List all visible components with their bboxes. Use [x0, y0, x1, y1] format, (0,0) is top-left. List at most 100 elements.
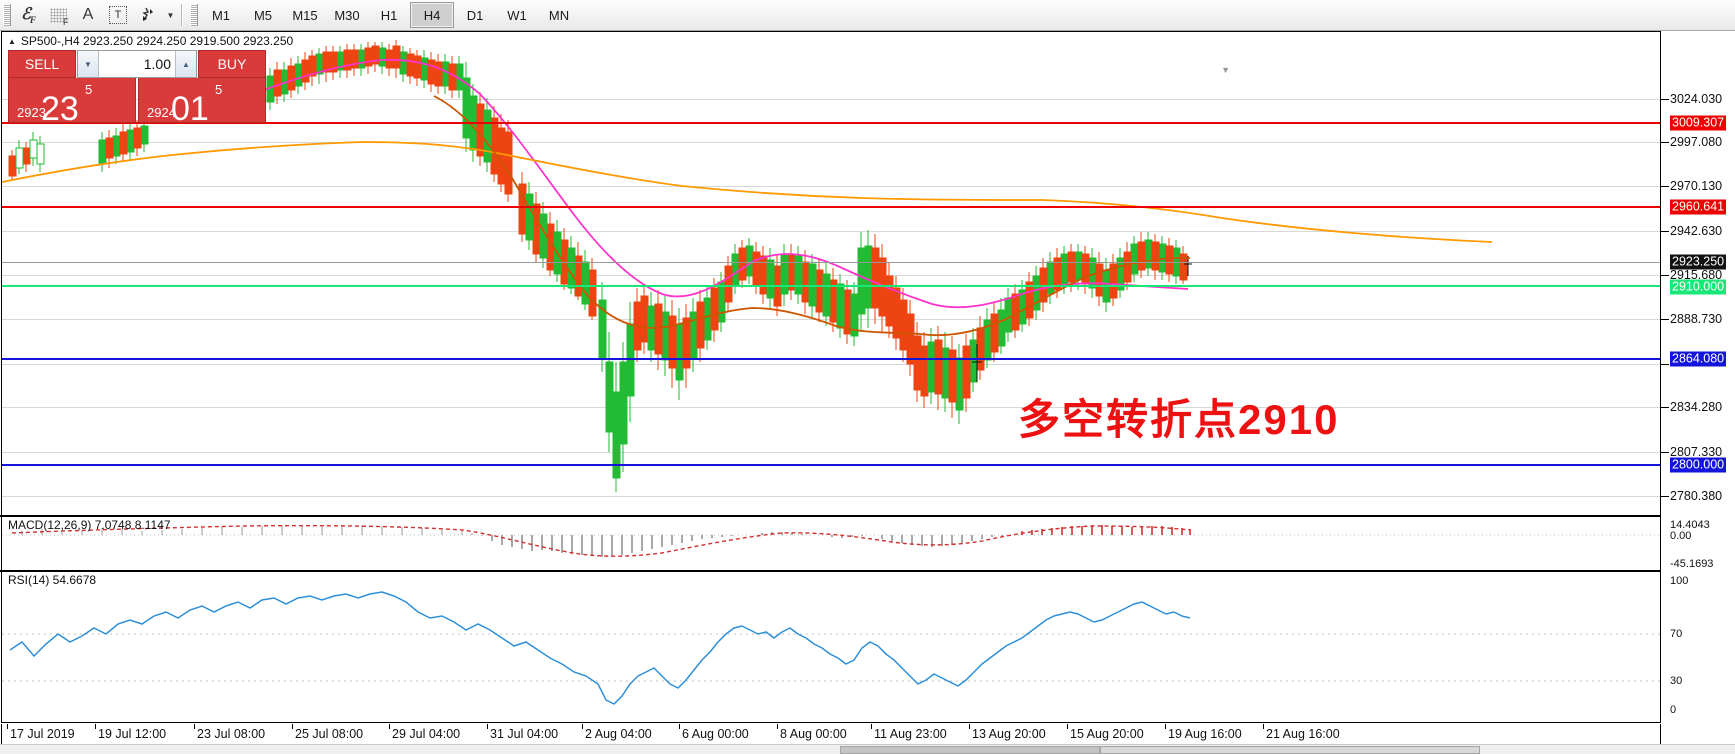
- level-line-2864[interactable]: [2, 358, 1660, 360]
- level-line-3009[interactable]: [2, 122, 1660, 124]
- horizontal-scrollbar[interactable]: [0, 744, 1735, 754]
- symbol-ohlc-text: SP500-,H4 2923.250 2924.250 2919.500 292…: [20, 34, 294, 48]
- timeframe-m30[interactable]: M30: [334, 7, 360, 23]
- rsi-series: [2, 591, 1660, 705]
- price-scale[interactable]: 3024.030 3009.307 2997.080 2970.130 2960…: [1661, 31, 1735, 723]
- price-label: 2915.680: [1670, 268, 1723, 282]
- timeframe-h1[interactable]: H1: [380, 7, 398, 23]
- chart-annotation-text[interactable]: 多空转折点2910: [1018, 396, 1340, 443]
- gridline: [2, 275, 1660, 276]
- dotted-grid-f-icon[interactable]: [43, 2, 73, 28]
- sell-button[interactable]: SELL: [8, 50, 76, 78]
- indicator-ef-icon[interactable]: ℰF: [21, 6, 36, 26]
- gridline: [2, 231, 1660, 232]
- rsi-scale-label: 0: [1670, 704, 1677, 716]
- volume-field[interactable]: ▼ 1.00 ▲: [77, 50, 197, 78]
- level-line-2960[interactable]: [2, 206, 1660, 208]
- sell-price-fraction: 5: [85, 82, 93, 97]
- time-label: 21 Aug 16:00: [1266, 727, 1340, 741]
- pane-collapse-arrow-icon[interactable]: ▼: [1221, 65, 1230, 75]
- time-label: 29 Jul 04:00: [392, 727, 461, 741]
- timeframe-d1[interactable]: D1: [466, 7, 484, 23]
- symbol-header: ▲ SP500-,H4 2923.250 2924.250 2919.500 2…: [8, 34, 293, 48]
- buy-button[interactable]: BUY: [198, 50, 266, 78]
- timeframe-w1[interactable]: W1: [507, 7, 527, 23]
- buy-price-fraction: 5: [215, 82, 223, 97]
- price-label: 2888.730: [1670, 312, 1723, 326]
- rsi-indicator-label[interactable]: RSI(14) 54.6678: [8, 573, 97, 587]
- timeframe-m5[interactable]: M5: [253, 7, 273, 23]
- text-object-t-icon[interactable]: T: [103, 2, 133, 28]
- gridline: [2, 364, 1660, 365]
- level-line-2910[interactable]: [2, 285, 1660, 287]
- text-label-a-icon[interactable]: A: [82, 6, 94, 23]
- one-click-trading-panel[interactable]: SELL ▼ 1.00 ▲ BUY 2923 23 5 2924 01: [8, 50, 266, 123]
- collapse-triangle-icon[interactable]: ▲: [8, 36, 16, 46]
- price-label: 2970.130: [1670, 179, 1723, 193]
- ma-orange-line: [2, 141, 1493, 243]
- macd-pane-divider-2: [0, 516, 1660, 517]
- ma-brown-line: [433, 95, 1190, 337]
- timeframe-m15[interactable]: M15: [292, 7, 318, 23]
- rsi-pane-divider: [0, 570, 1660, 571]
- time-label: 23 Jul 08:00: [197, 727, 266, 741]
- rsi-scale-label: 100: [1670, 575, 1689, 587]
- timeframe-m1[interactable]: M1: [211, 7, 231, 23]
- macd-pane-divider: [0, 515, 1660, 516]
- buy-price-integer: 2924: [147, 105, 176, 120]
- volume-decrement-button[interactable]: ▼: [78, 51, 99, 77]
- chart-area[interactable]: ▲ SP500-,H4 2923.250 2924.250 2919.500 2…: [0, 31, 1735, 754]
- macd-indicator-label[interactable]: MACD(12,26,9) 7.0748 8.1147: [8, 518, 171, 532]
- level-line-2800[interactable]: [2, 464, 1660, 466]
- price-label: 2780.380: [1670, 489, 1723, 503]
- timeframe-mn[interactable]: MN: [548, 7, 570, 23]
- rsi-scale-label: 70: [1670, 628, 1683, 640]
- price-label: 2807.330: [1670, 445, 1723, 459]
- price-label: 2834.280: [1670, 400, 1723, 414]
- time-label: 19 Jul 12:00: [98, 727, 167, 741]
- time-label: 13 Aug 20:00: [972, 727, 1046, 741]
- macd-series: [2, 524, 1660, 557]
- objects-dropdown-caret[interactable]: ▼: [166, 10, 175, 20]
- timeframe-h4[interactable]: H4: [410, 2, 454, 28]
- volume-value[interactable]: 1.00: [143, 56, 171, 72]
- time-label: 25 Jul 08:00: [295, 727, 364, 741]
- gridline: [2, 99, 1660, 100]
- timeframe-bar-drag-handle[interactable]: [190, 4, 198, 26]
- gridline: [2, 452, 1660, 453]
- time-label: 31 Jul 04:00: [490, 727, 559, 741]
- gridline: [2, 407, 1660, 408]
- ma-magenta-line: [263, 58, 1189, 309]
- time-label: 17 Jul 2019: [10, 727, 75, 741]
- volume-increment-button[interactable]: ▲: [175, 51, 196, 77]
- time-label: 6 Aug 00:00: [682, 727, 749, 741]
- toolbar-divider: [181, 4, 183, 26]
- time-label: 2 Aug 04:00: [585, 727, 652, 741]
- rsi-scale-label: 30: [1670, 675, 1683, 687]
- sell-price-integer: 2923: [17, 105, 46, 120]
- price-label: 2997.080: [1670, 135, 1723, 149]
- time-label: 15 Aug 20:00: [1070, 727, 1144, 741]
- buy-price-display[interactable]: 2924 01 5: [138, 78, 266, 123]
- macd-scale-label: 14.4043: [1670, 519, 1710, 531]
- current-price-line: [2, 262, 1660, 263]
- chart-toolbar: ℰF A T ▼ M1 M5 M15 M30 H1 H4 D1 W1: [0, 0, 1735, 31]
- scrollbar-thumb[interactable]: [840, 746, 1100, 754]
- objects-list-icon[interactable]: [133, 2, 163, 28]
- sell-price-main: 23: [41, 90, 79, 123]
- price-label-level: 2800.000: [1670, 457, 1727, 473]
- price-label: 3024.030: [1670, 92, 1723, 106]
- toolbar-drag-handle[interactable]: [3, 4, 11, 26]
- rsi-pane-divider-2: [0, 571, 1660, 572]
- buy-price-main: 01: [171, 90, 209, 123]
- macd-scale-label: -45.1693: [1670, 558, 1714, 570]
- time-label: 11 Aug 23:00: [874, 727, 947, 741]
- price-label: 2942.630: [1670, 224, 1723, 238]
- scrollbar-track-segment[interactable]: [1100, 746, 1480, 754]
- sell-price-display[interactable]: 2923 23 5: [8, 78, 136, 123]
- price-label-level: 2960.641: [1670, 199, 1727, 215]
- price-label-level: 3009.307: [1670, 115, 1727, 131]
- gridline: [2, 186, 1660, 187]
- gridline: [2, 142, 1660, 143]
